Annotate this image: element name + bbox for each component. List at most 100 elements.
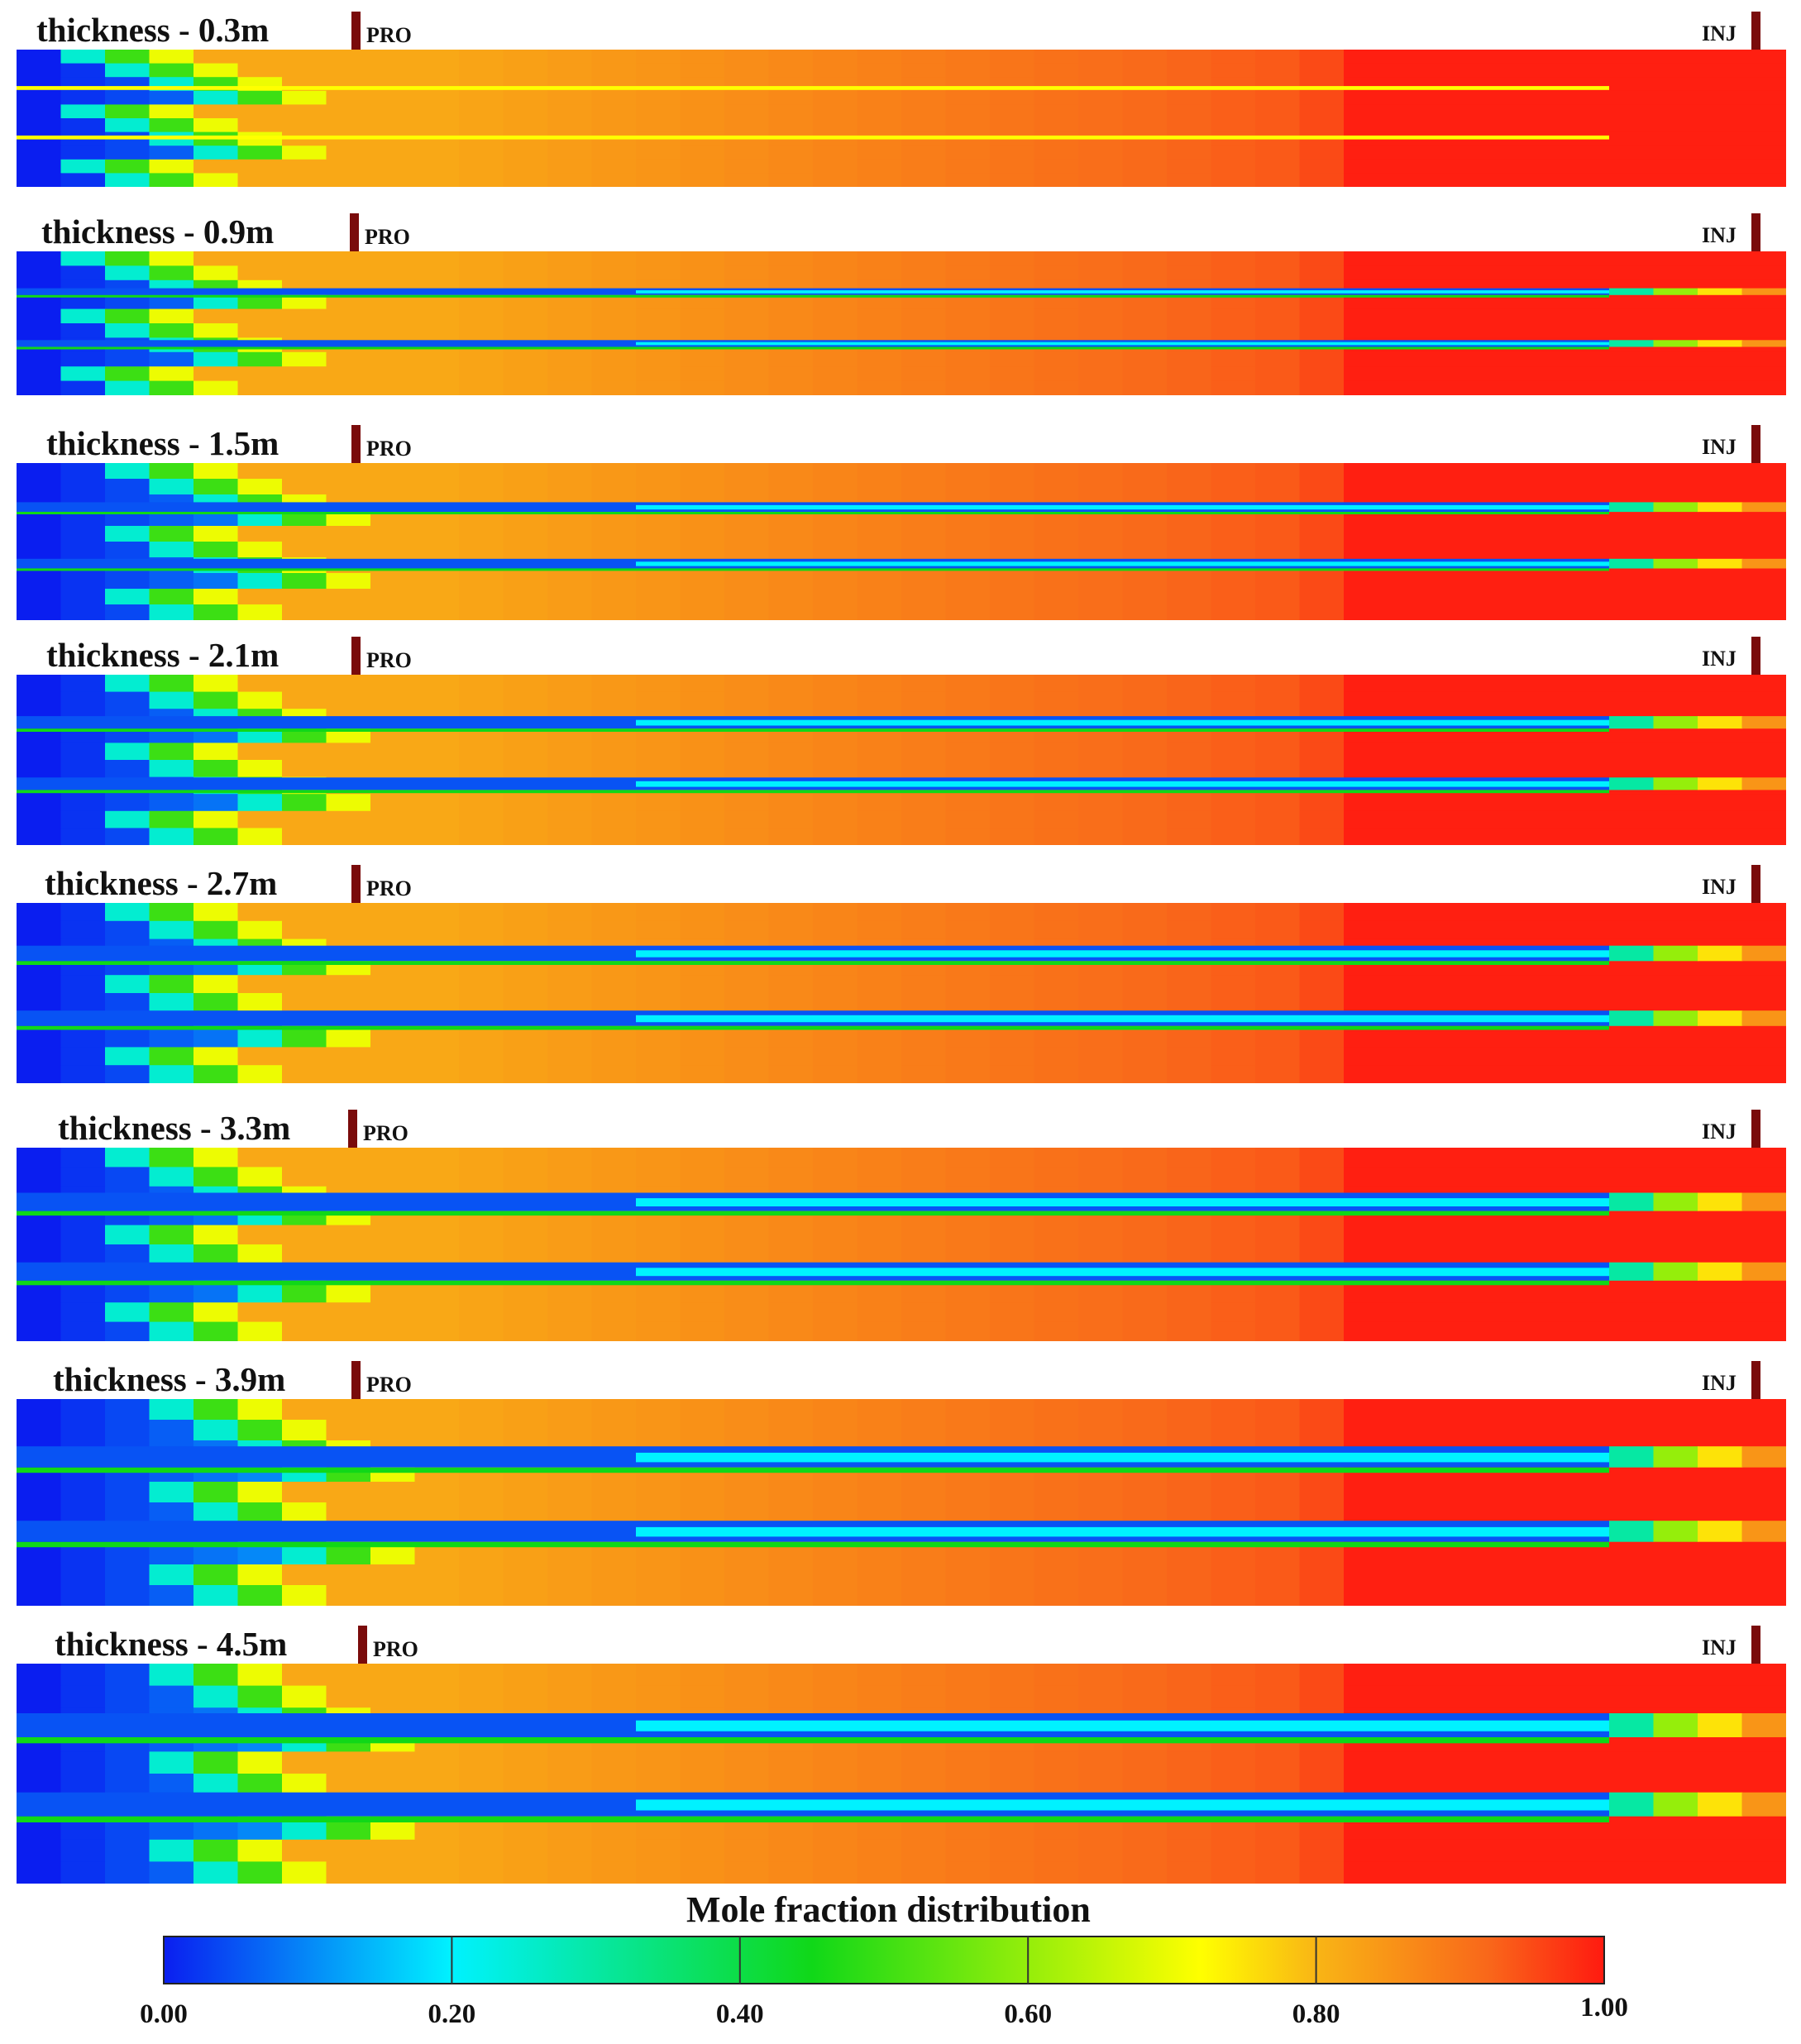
field-cell: [1521, 675, 1566, 693]
field-cell: [1299, 159, 1345, 174]
field-cell: [1299, 828, 1345, 845]
field-cell: [60, 1167, 106, 1187]
field-cell: [1299, 90, 1345, 105]
field-cell: [1299, 1047, 1345, 1066]
field-cell: [503, 810, 548, 829]
field-cell: [60, 1564, 106, 1586]
field-cell: [1344, 1302, 1389, 1323]
field-cell: [503, 1244, 548, 1264]
field-cell: [724, 794, 770, 812]
field-cell: [459, 1282, 504, 1303]
field-cell: [282, 1664, 327, 1687]
field-cell: [990, 542, 1035, 558]
field-cell: [1211, 1302, 1256, 1323]
field-cell: [901, 1399, 947, 1421]
field-cell: [1521, 1065, 1566, 1083]
field-cell: [1653, 1664, 1698, 1687]
field-cell: [459, 463, 504, 480]
field-cell: [1255, 691, 1301, 709]
field-cell: [282, 1502, 327, 1524]
field-cell: [1122, 1861, 1168, 1884]
field-cell: [1388, 294, 1433, 310]
field-cell: [1609, 50, 1655, 64]
field-cell: [1698, 294, 1743, 310]
field-cell: [591, 308, 637, 324]
field-cell: [1299, 1399, 1345, 1421]
field-cell: [1521, 975, 1566, 994]
field-cell: [17, 993, 62, 1012]
field-cell: [990, 146, 1035, 160]
field-cell: [1078, 1420, 1124, 1441]
field-cell: [326, 589, 371, 605]
producer-label: PRO: [363, 1121, 408, 1145]
field-cell: [326, 159, 371, 174]
field-cell: [1344, 351, 1389, 367]
field-cell: [1167, 828, 1212, 845]
field-cell: [1476, 573, 1522, 590]
field-cell: [193, 691, 239, 709]
field-cell: [1653, 50, 1698, 64]
field-cell: [591, 920, 637, 940]
field-cell: [237, 1321, 283, 1341]
field-cell: [768, 1029, 814, 1048]
field-cell: [414, 691, 460, 709]
field-cell: [414, 1244, 460, 1264]
field-cell: [1211, 1774, 1256, 1797]
field-cell: [1565, 1751, 1610, 1774]
field-cell: [1565, 1420, 1610, 1441]
field-cell: [60, 463, 106, 480]
field-cell: [17, 1544, 62, 1565]
field-cell: [1698, 1302, 1743, 1323]
field-cell: [1388, 526, 1433, 542]
field-cell: [901, 90, 947, 105]
field-cell: [193, 118, 239, 133]
field-cell: [60, 1502, 106, 1524]
field-cell: [945, 1585, 991, 1606]
field-cell: [1741, 463, 1786, 480]
field-cell: [414, 118, 460, 133]
field-cell: [1565, 1685, 1610, 1708]
field-cell: [1698, 691, 1743, 709]
mole-fraction-field: [17, 463, 1786, 620]
field-cell: [1432, 975, 1478, 994]
field-cell: [1299, 1148, 1345, 1168]
field-cell: [149, 1544, 194, 1565]
field-cell: [459, 1564, 504, 1586]
field-cell: [370, 1321, 416, 1341]
field-cell: [1211, 903, 1256, 922]
field-cell: [1432, 675, 1478, 693]
field-cell: [1476, 1502, 1522, 1524]
field-cell: [1741, 323, 1786, 338]
field-cell: [1741, 1861, 1786, 1884]
field-cell: [1698, 1420, 1743, 1441]
field-cell: [724, 675, 770, 693]
field-cell: [1388, 604, 1433, 620]
field-cell: [1211, 146, 1256, 160]
field-cell: [547, 810, 593, 829]
field-cell: [282, 251, 327, 266]
field-cell: [414, 573, 460, 590]
field-cell: [17, 323, 62, 338]
field-cell: [1476, 1585, 1522, 1606]
field-cell: [547, 1148, 593, 1168]
field-cell: [1255, 1225, 1301, 1245]
field-cell: [105, 1321, 150, 1341]
field-cell: [724, 828, 770, 845]
field-cell: [1432, 1564, 1478, 1586]
field-cell: [591, 1148, 637, 1168]
field-cell: [1167, 1774, 1212, 1797]
colorbar-tick-label: 0.80: [1292, 1999, 1340, 2029]
producer-label: PRO: [365, 225, 410, 249]
field-cell: [237, 1047, 283, 1066]
field-cell: [1698, 380, 1743, 395]
field-cell: [149, 63, 194, 78]
field-cell: [768, 1482, 814, 1503]
field-cell: [17, 828, 62, 845]
field-cell: [857, 308, 902, 324]
field-cell: [768, 1047, 814, 1066]
field-cell: [1344, 1564, 1389, 1586]
injector-label: INJ: [1702, 1371, 1737, 1395]
field-cell: [1698, 463, 1743, 480]
field-cell: [636, 308, 681, 324]
field-cell: [60, 173, 106, 187]
